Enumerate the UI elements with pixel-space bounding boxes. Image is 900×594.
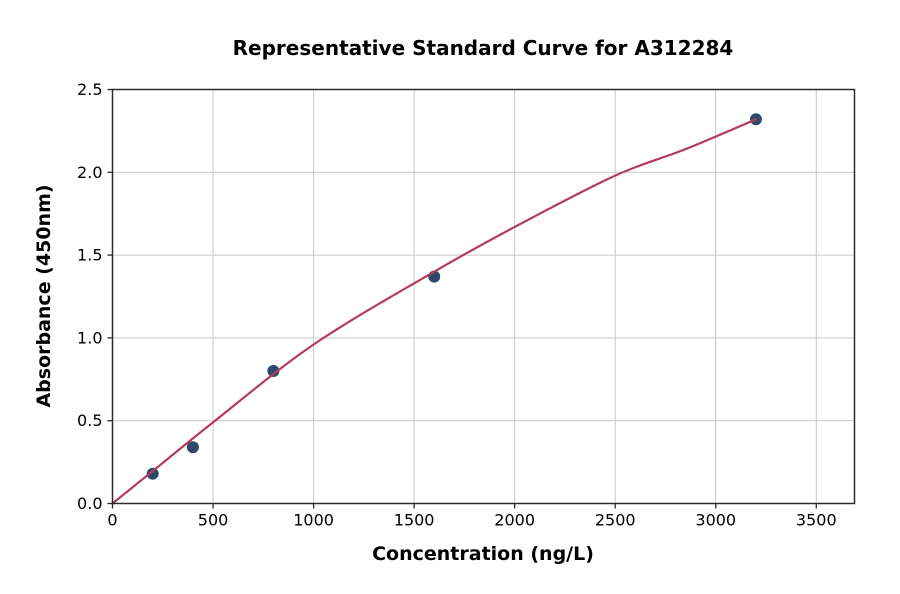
y-tick-label-1.5: 1.5 xyxy=(77,246,102,265)
x-tick-label-1000: 1000 xyxy=(293,511,334,530)
x-tick-label-1500: 1500 xyxy=(394,511,435,530)
fit-curve xyxy=(111,118,758,505)
x-tick-label-0: 0 xyxy=(107,511,117,530)
y-tick-label-2.5: 2.5 xyxy=(77,80,102,99)
data-point-200 xyxy=(146,467,159,480)
data-point-800 xyxy=(267,365,280,378)
x-axis-label: Concentration (ng/L) xyxy=(372,543,594,565)
y-tick-label-0: 0.0 xyxy=(77,494,102,513)
x-tick-label-500: 500 xyxy=(198,511,229,530)
plot-frame xyxy=(111,88,856,505)
data-point-400 xyxy=(186,441,199,454)
chart-title: Representative Standard Curve for A31228… xyxy=(232,36,734,60)
y-tick-label-2: 2.0 xyxy=(77,163,102,182)
x-tick-label-3500: 3500 xyxy=(796,511,837,530)
y-tick-label-1: 1.0 xyxy=(77,328,102,347)
x-tick-label-3000: 3000 xyxy=(695,511,736,530)
x-tick-label-2500: 2500 xyxy=(595,511,636,530)
x-tick-label-2000: 2000 xyxy=(494,511,535,530)
y-tick-label-0.5: 0.5 xyxy=(77,411,102,430)
y-axis-label: Absorbance (450nm) xyxy=(33,184,55,408)
